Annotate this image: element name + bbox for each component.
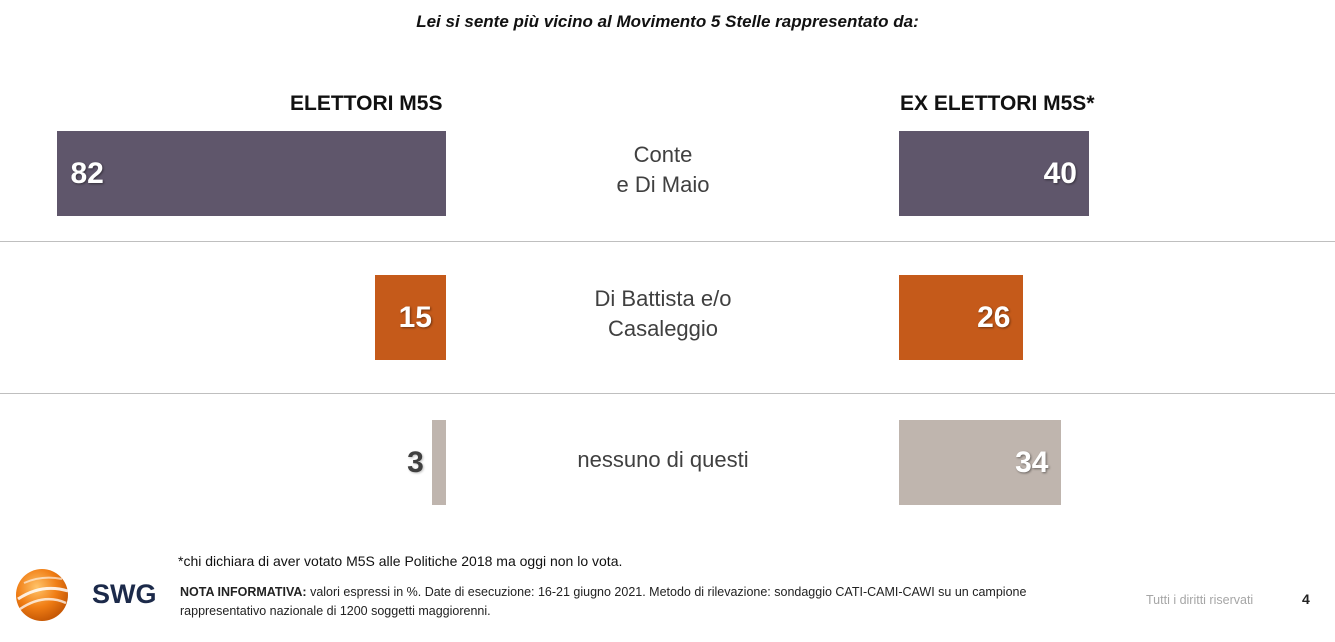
data-label-left-2: 3 xyxy=(407,446,424,479)
bar-left-1 xyxy=(374,275,446,360)
row-divider xyxy=(0,241,1335,242)
data-label-right-0: 40 xyxy=(1043,157,1077,190)
note-label: NOTA INFORMATIVA: xyxy=(180,585,307,599)
bar-right-2 xyxy=(899,420,1061,505)
page-number: 4 xyxy=(1302,591,1310,607)
bar-right-1 xyxy=(899,275,1023,360)
bar-left-0 xyxy=(56,131,446,216)
note-text: valori espressi in %. Date di esecuzione… xyxy=(180,585,1027,618)
swg-sphere-logo-icon xyxy=(16,569,69,621)
series-label-right: EX ELETTORI M5S* xyxy=(900,92,1095,115)
chart-title: Lei si sente più vicino al Movimento 5 S… xyxy=(416,12,919,31)
data-label-left-0: 82 xyxy=(70,157,104,190)
row-divider xyxy=(0,393,1335,394)
category-label-1: Di Battista e/o Casaleggio xyxy=(594,286,732,341)
data-label-right-1: 26 xyxy=(977,301,1011,334)
data-label-right-2: 34 xyxy=(1015,446,1049,479)
category-label-2: nessuno di questi xyxy=(577,447,749,472)
series-label-left: ELETTORI M5S xyxy=(290,92,443,115)
data-label-left-1: 15 xyxy=(398,301,432,334)
bar-right-0 xyxy=(899,131,1089,216)
category-label-0: Conte e Di Maio xyxy=(616,142,710,197)
rights-text: Tutti i diritti riservati xyxy=(1146,593,1254,607)
bar-left-2 xyxy=(431,420,446,505)
logo-text: SWG xyxy=(92,579,157,609)
swg-logo: SWG xyxy=(12,565,157,625)
footnote: *chi dichiara di aver votato M5S alle Po… xyxy=(178,553,623,569)
methodology-note: NOTA INFORMATIVA: valori espressi in %. … xyxy=(180,583,1080,621)
